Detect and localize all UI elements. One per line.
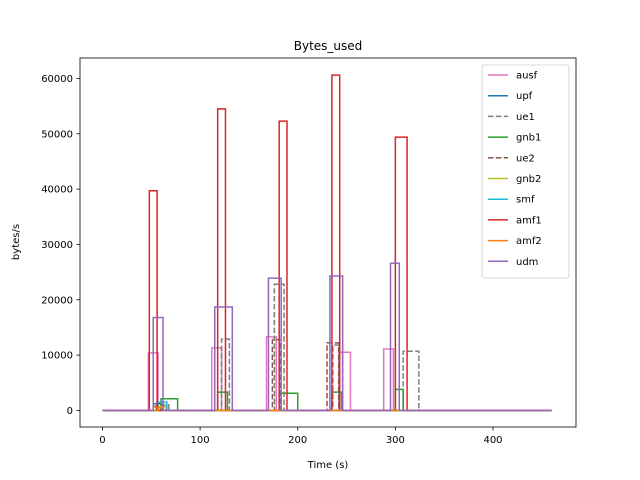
x-axis-label: Time (s) (307, 460, 349, 471)
y-axis: 0 10000 20000 30000 40000 50000 60000 (41, 74, 80, 417)
chart-title: Bytes_used (294, 39, 363, 53)
x-axis: 0 100 200 300 400 (99, 427, 503, 446)
x-tick-label: 100 (191, 435, 210, 446)
y-tick-label: 20000 (41, 295, 73, 306)
series-line-udm (102, 262, 552, 412)
legend-label-gnb1: gnb1 (516, 133, 541, 144)
y-axis-label: bytes/s (11, 224, 22, 260)
legend-label-gnb2: gnb2 (516, 174, 541, 185)
legend-label-smf: smf (516, 195, 535, 206)
legend-entries: ausf upf ue1 gnb1 ue2 gnb2 smf amf1 amf2 udm (488, 71, 542, 268)
legend-label-amf1: amf1 (516, 215, 542, 226)
legend-label-upf: upf (516, 91, 533, 102)
series-layer (102, 74, 552, 412)
y-tick-label: 60000 (41, 74, 73, 85)
y-tick-label: 30000 (41, 240, 73, 251)
legend-label-ausf: ausf (516, 71, 538, 82)
x-tick-label: 0 (99, 435, 105, 446)
y-tick-label: 40000 (41, 185, 73, 196)
x-tick-label: 200 (288, 435, 307, 446)
legend-label-ue1: ue1 (516, 112, 535, 123)
legend-box (481, 64, 570, 279)
legend-label-amf2: amf2 (516, 236, 542, 247)
x-tick-label: 300 (386, 435, 405, 446)
x-tick-label: 400 (483, 435, 502, 446)
y-tick-label: 0 (67, 406, 73, 417)
legend-label-udm: udm (516, 257, 538, 268)
plot-frame (79, 57, 577, 428)
y-tick-label: 10000 (41, 351, 73, 362)
series-line-ue1 (102, 283, 552, 412)
legend: ausf upf ue1 gnb1 ue2 gnb2 smf amf1 amf2 udm (481, 64, 570, 279)
series-line-amf1 (102, 74, 552, 412)
legend-label-ue2: ue2 (516, 153, 535, 164)
series-line-ausf (102, 336, 552, 412)
y-tick-label: 50000 (41, 129, 73, 140)
